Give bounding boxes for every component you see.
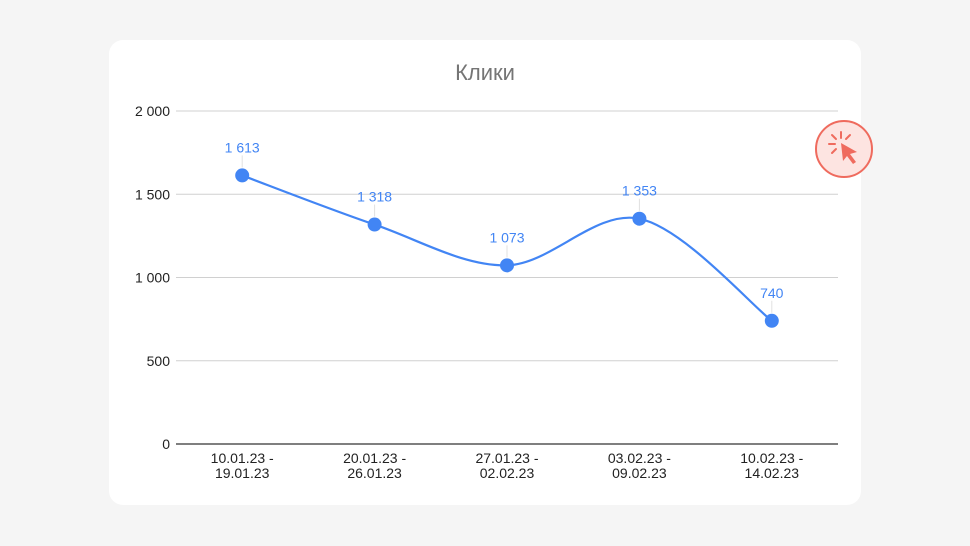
data-labels: 1 613 1 318 1 073 1 353 740 (225, 139, 784, 313)
data-label: 1 353 (622, 183, 657, 199)
chart-card (109, 40, 861, 505)
y-tick-label: 1 500 (135, 186, 170, 202)
data-point (632, 211, 647, 226)
click-badge (815, 120, 873, 178)
y-tick-label: 500 (147, 353, 171, 369)
cursor-click-icon (828, 131, 857, 164)
chart-title: Клики (455, 60, 515, 85)
data-label: 740 (760, 285, 784, 301)
grid-layer (176, 110, 838, 445)
data-points (235, 168, 779, 328)
x-axis-ticks: 10.01.23 -19.01.23 20.01.23 -26.01.23 27.0… (211, 450, 804, 481)
data-point (367, 217, 382, 232)
x-tick-label: 10.01.23 -19.01.23 (211, 450, 274, 481)
x-tick-label: 10.02.23 -14.02.23 (740, 450, 803, 481)
data-label: 1 073 (489, 229, 524, 245)
x-tick-label: 20.01.23 -26.01.23 (343, 450, 406, 481)
data-label: 1 613 (225, 139, 260, 155)
y-tick-label: 0 (162, 436, 170, 452)
y-axis-ticks: 0 500 1 000 1 500 2 000 (135, 103, 170, 452)
data-point (235, 168, 250, 183)
x-tick-label: 03.02.23 -09.02.23 (608, 450, 671, 481)
data-point (764, 313, 779, 328)
data-point (500, 258, 514, 273)
y-tick-label: 2 000 (135, 103, 170, 119)
data-label: 1 318 (357, 189, 392, 205)
y-tick-label: 1 000 (135, 270, 170, 286)
x-tick-label: 27.01.23 -02.02.23 (475, 450, 538, 481)
